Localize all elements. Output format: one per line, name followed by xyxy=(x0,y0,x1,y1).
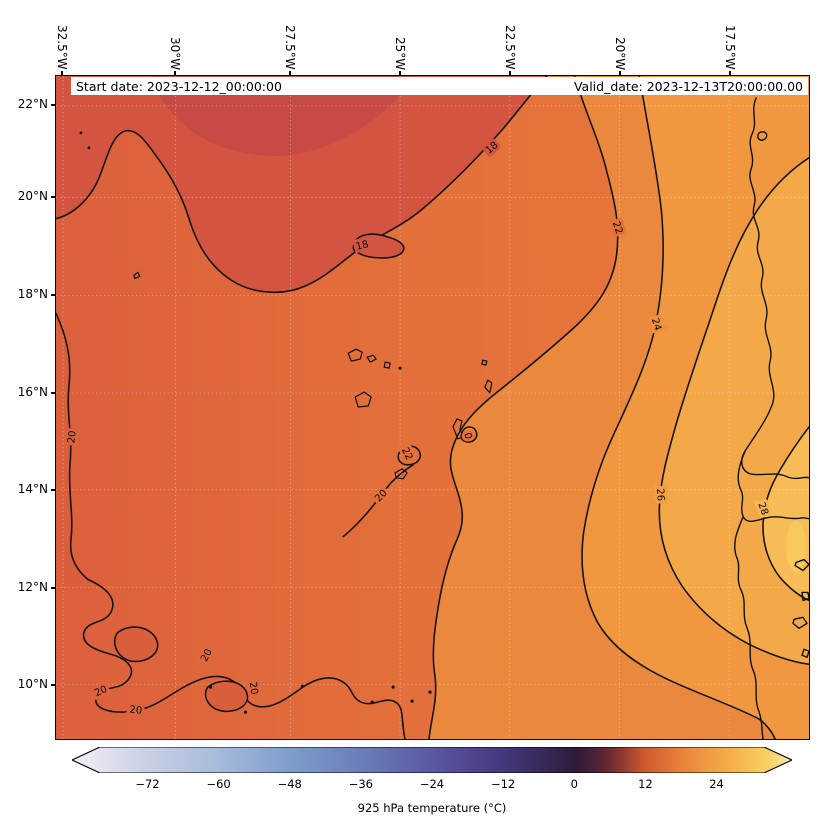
contour-label: 20 xyxy=(247,681,260,695)
y-tick-label: 22°N xyxy=(17,96,48,111)
x-tick xyxy=(174,70,176,75)
y-tick xyxy=(50,587,55,589)
coastline xyxy=(734,97,809,739)
colorbar-tick-label: −48 xyxy=(277,777,302,791)
filled-contour-bands xyxy=(56,76,809,739)
valid-date-text: Valid_date: 2023-12-13T20:00:00.00 xyxy=(573,78,803,94)
y-tick xyxy=(50,489,55,491)
start-date-text: Start date: 2023-12-12_00:00:00 xyxy=(76,78,282,94)
x-tick xyxy=(399,70,401,75)
x-tick-label-text: 17.5°W xyxy=(722,25,737,70)
y-tick xyxy=(50,392,55,394)
x-tick-label: 32.5°W xyxy=(54,8,70,70)
islands xyxy=(79,131,493,714)
colorbar-tick-label: −72 xyxy=(135,777,160,791)
colorbar-tick-label: −36 xyxy=(348,777,373,791)
x-tick-label: 22.5°W xyxy=(502,8,518,70)
contour-lines xyxy=(56,76,809,739)
y-tick-label: 10°N xyxy=(17,677,48,691)
y-tick-label: 18°N xyxy=(17,286,48,301)
x-tick-label-text: 32.5°W xyxy=(55,25,70,70)
colorbar-label: 925 hPa temperature (°C) xyxy=(357,801,507,815)
title-bar: Start date: 2023-12-12_00:00:00 Valid_da… xyxy=(71,77,808,95)
y-tick-label: 16°N xyxy=(17,385,48,399)
x-tick-label-text: 22.5°W xyxy=(502,25,517,70)
x-tick xyxy=(61,70,63,75)
contour-label: 20 xyxy=(66,430,78,444)
x-tick xyxy=(509,70,511,75)
x-tick xyxy=(729,70,731,75)
contour-label: 26 xyxy=(654,488,666,501)
colorbar xyxy=(72,747,792,773)
y-tick-label: 20°N xyxy=(17,189,48,204)
x-tick-label: 27.5°W xyxy=(282,8,298,70)
colorbar-bar xyxy=(72,747,792,773)
x-tick-label-text: 20°W xyxy=(612,36,627,70)
x-tick-label: 25°W xyxy=(392,8,408,70)
x-tick-label: 30°W xyxy=(167,8,183,70)
colorbar-tick-label: 0 xyxy=(570,777,578,791)
x-tick-label: 20°W xyxy=(612,8,628,70)
colorbar-tick-label: −12 xyxy=(490,777,516,791)
colorbar-tick-label: −60 xyxy=(206,777,231,791)
colorbar-tick-label: 12 xyxy=(638,777,653,791)
map-area: 18 18 20 22 24 26 28 22 0 20 20 20 20 20 Start date: … xyxy=(55,75,810,740)
y-tick xyxy=(50,196,55,198)
x-tick-label: 17.5°W xyxy=(722,8,738,70)
gridlines xyxy=(56,76,809,739)
x-tick-label-text: 30°W xyxy=(167,36,182,70)
y-tick-label: 12°N xyxy=(17,579,48,594)
colorbar-tick-label: −24 xyxy=(419,777,445,791)
x-tick-label-text: 27.5°W xyxy=(283,25,298,70)
y-tick xyxy=(50,104,55,106)
colorbar-tick-label: 24 xyxy=(709,777,724,791)
x-tick xyxy=(619,70,621,75)
contour-label: 20 xyxy=(129,704,143,716)
x-tick-label-text: 25°W xyxy=(393,36,408,70)
y-tick xyxy=(50,684,55,686)
y-tick xyxy=(50,294,55,296)
x-tick xyxy=(289,70,291,75)
y-tick-label: 14°N xyxy=(17,482,48,497)
